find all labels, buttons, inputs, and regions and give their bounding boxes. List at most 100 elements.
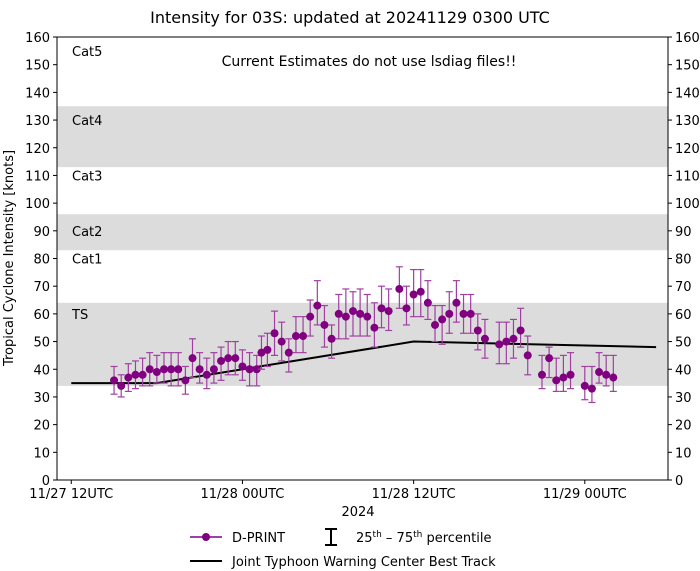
band-label-ts: TS: [71, 308, 88, 323]
dprint-point: [231, 340, 240, 376]
dprint-marker: [431, 320, 440, 329]
legend: D-PRINT 25th – 75th percentile Joint Typ…: [190, 528, 496, 570]
dprint-marker: [370, 323, 379, 332]
band-label-cat5: Cat5: [72, 45, 102, 60]
dprint-marker: [466, 309, 475, 318]
legend-errorbar-icon: [325, 528, 337, 546]
band-cat4: [57, 106, 668, 168]
dprint-point: [291, 316, 300, 354]
dprint-point: [277, 321, 286, 362]
legend-dprint-label: D-PRINT: [232, 531, 285, 546]
dprint-marker: [299, 332, 308, 341]
y-axis-label: Tropical Cyclone Intensity [knots]: [2, 150, 17, 367]
dprint-marker: [257, 348, 266, 357]
dprint-marker: [423, 298, 432, 307]
y-tick-label-right: 20: [675, 419, 692, 434]
dprint-marker: [480, 334, 489, 343]
y-tick-label-left: 10: [33, 446, 50, 461]
y-tick-label-left: 60: [33, 308, 50, 323]
y-tick-label-left: 80: [33, 253, 50, 268]
dprint-marker: [395, 284, 404, 293]
y-tick-label-left: 160: [25, 31, 50, 46]
y-tick-label-left: 110: [25, 169, 50, 184]
y-tick-label-left: 120: [25, 142, 50, 157]
dprint-point: [238, 349, 247, 381]
dprint-point: [431, 304, 440, 343]
dprint-marker: [523, 351, 532, 360]
y-tick-label-right: 110: [675, 169, 700, 184]
dprint-marker: [587, 384, 596, 393]
dprint-point: [480, 318, 489, 359]
dprint-point: [559, 354, 568, 392]
dprint-marker: [516, 326, 525, 335]
y-tick-label-left: 140: [25, 86, 50, 101]
dprint-point: [523, 335, 532, 376]
dprint-point: [502, 321, 511, 365]
dprint-marker: [602, 370, 611, 379]
dprint-point: [416, 268, 425, 318]
dprint-marker: [438, 315, 447, 324]
dprint-point: [609, 354, 618, 392]
dprint-marker: [495, 340, 504, 349]
annotation: Current Estimates do not use lsdiag file…: [222, 54, 517, 70]
y-tick-label-right: 0: [675, 474, 683, 489]
dprint-marker: [452, 298, 461, 307]
y-tick-label-right: 80: [675, 253, 692, 268]
y-tick-label-right: 10: [675, 446, 692, 461]
dprint-marker: [409, 290, 418, 299]
dprint-point: [595, 352, 604, 384]
dprint-point: [188, 338, 197, 379]
dprint-marker: [284, 348, 293, 357]
dprint-marker: [545, 354, 554, 363]
dprint-marker: [188, 354, 197, 363]
legend-besttrack-label: Joint Typhoon Warning Center Best Track: [231, 555, 496, 570]
dprint-point: [110, 365, 119, 395]
dprint-point: [159, 352, 168, 384]
dprint-point: [566, 352, 575, 390]
band-cat2: [57, 214, 668, 251]
dprint-point: [306, 299, 315, 337]
dprint-marker: [263, 345, 272, 354]
dprint-point: [545, 346, 554, 379]
dprint-point: [384, 288, 393, 332]
dprint-point: [131, 360, 140, 390]
dprint-marker: [124, 373, 133, 382]
band-label-cat3: Cat3: [72, 169, 102, 184]
dprint-marker: [580, 381, 589, 390]
dprint-marker: [459, 309, 468, 318]
dprint-marker: [152, 368, 161, 377]
dprint-point: [138, 357, 147, 387]
dprint-point: [174, 352, 183, 387]
dprint-marker: [609, 373, 618, 382]
dprint-marker: [270, 329, 279, 338]
y-tick-label-right: 140: [675, 86, 700, 101]
dprint-point: [334, 293, 343, 340]
band-label-cat2: Cat2: [72, 225, 102, 240]
dprint-marker: [245, 365, 254, 374]
dprint-point: [209, 352, 218, 384]
dprint-point: [452, 280, 461, 323]
dprint-marker: [224, 354, 233, 363]
dprint-marker: [566, 370, 575, 379]
dprint-point: [438, 304, 447, 345]
dprint-marker: [217, 356, 226, 365]
dprint-point: [509, 318, 518, 359]
dprint-marker: [231, 354, 240, 363]
dprint-point: [356, 288, 365, 337]
x-axis-label: 2024: [341, 505, 374, 520]
dprint-marker: [131, 370, 140, 379]
y-tick-label-right: 130: [675, 114, 700, 129]
dprint-marker: [145, 365, 154, 374]
dprint-point: [167, 352, 176, 387]
y-tick-label-right: 120: [675, 142, 700, 157]
dprint-point: [423, 280, 432, 321]
dprint-point: [348, 291, 357, 337]
dprint-point: [580, 365, 589, 401]
y-tick-label-left: 20: [33, 419, 50, 434]
dprint-point: [195, 352, 204, 384]
dprint-marker: [445, 309, 454, 318]
dprint-point: [263, 332, 272, 368]
y-tick-label-right: 70: [675, 280, 692, 295]
dprint-point: [270, 310, 279, 357]
